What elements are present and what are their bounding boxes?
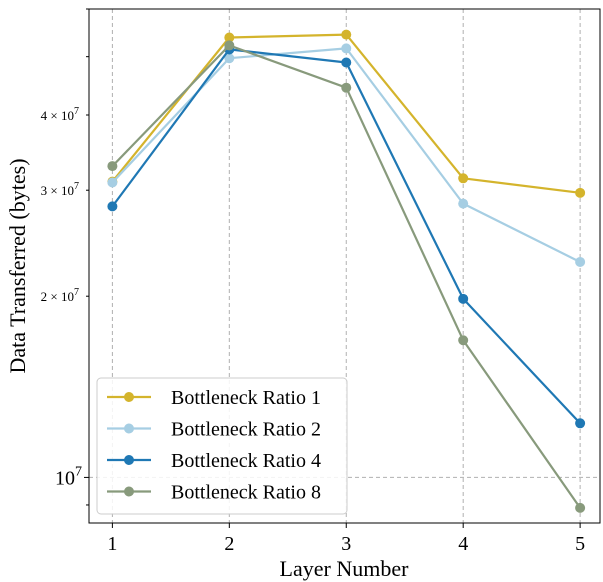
data-point xyxy=(341,57,352,68)
legend-marker xyxy=(124,423,134,434)
x-axis-title: Layer Number xyxy=(280,556,410,581)
data-point xyxy=(107,177,118,188)
data-point xyxy=(224,40,235,51)
data-point xyxy=(224,32,235,43)
data-point xyxy=(575,256,586,267)
legend-marker xyxy=(124,455,134,465)
legend-label: Bottleneck Ratio 1 xyxy=(171,387,321,409)
series-group xyxy=(107,29,586,513)
y-tick-label: 4 × 107 xyxy=(41,106,79,123)
data-point xyxy=(458,173,469,184)
x-tick-label: 3 xyxy=(341,533,351,555)
legend-label: Bottleneck Ratio 4 xyxy=(171,450,321,472)
legend: Bottleneck Ratio 1 Bottleneck Ratio 2 Bott… xyxy=(96,377,348,515)
x-tick-label: 2 xyxy=(224,533,234,555)
data-point xyxy=(575,187,586,198)
data-point xyxy=(341,43,352,54)
y-tick-label: 2 × 107 xyxy=(41,287,79,304)
data-point xyxy=(575,418,586,429)
axis-ticks: 1 2 3 4 5 107 2 × 107 3 × 107 4 × 107 xyxy=(41,8,585,555)
data-point xyxy=(575,502,586,513)
x-tick-label: 4 xyxy=(458,533,468,555)
x-tick-label: 1 xyxy=(107,533,117,555)
legend-label: Bottleneck Ratio 8 xyxy=(171,482,321,504)
y-axis-title: Data Transferred (bytes) xyxy=(5,158,30,373)
data-point xyxy=(458,293,469,304)
x-tick-label: 5 xyxy=(575,533,585,555)
data-point xyxy=(107,201,118,212)
data-point xyxy=(341,29,352,40)
y-tick-label: 107 xyxy=(55,464,82,489)
legend-marker xyxy=(124,392,134,402)
data-point xyxy=(458,335,469,346)
legend-marker xyxy=(124,486,134,497)
data-point xyxy=(341,82,352,93)
data-point xyxy=(107,161,118,172)
plot-frame xyxy=(88,8,601,524)
legend-label: Bottleneck Ratio 2 xyxy=(171,419,321,441)
data-point xyxy=(224,53,235,64)
legend-box xyxy=(96,377,348,515)
data-point xyxy=(458,198,469,209)
y-tick-label: 3 × 107 xyxy=(41,181,79,198)
